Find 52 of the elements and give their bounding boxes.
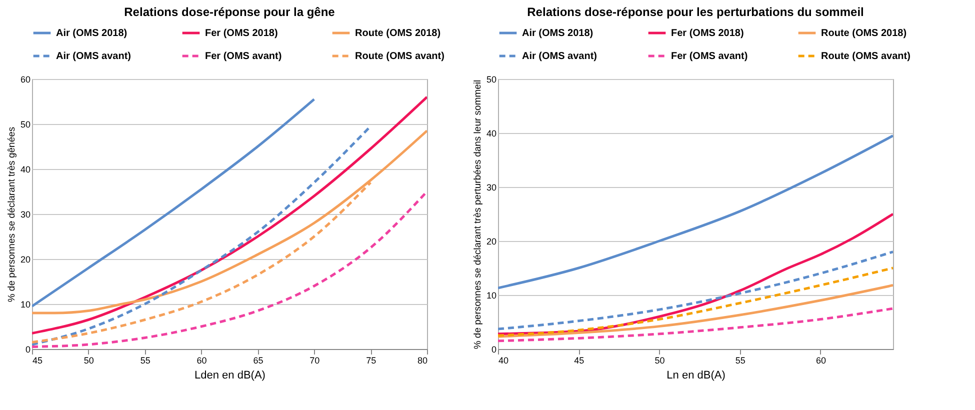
legend-label: Air (OMS 2018) bbox=[522, 28, 594, 39]
x-tick-label: 60 bbox=[816, 356, 826, 366]
chart-title: Relations dose-réponse pour les perturbations du sommeil bbox=[527, 5, 864, 19]
line-series bbox=[498, 284, 893, 338]
legend-label: Route (OMS avant) bbox=[355, 51, 444, 62]
chart-title: Relations dose-réponse pour la gêne bbox=[124, 5, 336, 19]
x-tick-label: 45 bbox=[574, 356, 584, 366]
line-series bbox=[32, 125, 372, 346]
y-tick-label: 0 bbox=[25, 344, 30, 354]
y-tick-label: 30 bbox=[486, 182, 496, 192]
legend-label: Fer (OMS avant) bbox=[671, 51, 748, 62]
y-tick-label: 30 bbox=[20, 210, 30, 220]
x-tick-label: 65 bbox=[253, 356, 264, 366]
x-tick-label: 40 bbox=[498, 356, 509, 366]
x-tick-label: 50 bbox=[84, 356, 94, 366]
x-tick-label: 80 bbox=[417, 356, 428, 366]
x-tick-label: 50 bbox=[654, 356, 665, 366]
line-series bbox=[32, 96, 427, 334]
y-tick-label: 60 bbox=[20, 74, 30, 84]
x-axis-title: Ln en dB(A) bbox=[666, 370, 726, 382]
x-tick-label: 75 bbox=[366, 356, 376, 366]
legend-label: Route (OMS 2018) bbox=[821, 28, 907, 39]
legend-label: Air (OMS 2018) bbox=[56, 28, 128, 39]
y-tick-label: 10 bbox=[486, 290, 496, 300]
y-tick-label: 40 bbox=[486, 128, 496, 138]
line-series bbox=[498, 250, 893, 330]
x-tick-label: 55 bbox=[140, 356, 150, 366]
legend-label: Fer (OMS avant) bbox=[205, 51, 282, 62]
y-tick-label: 10 bbox=[20, 300, 30, 310]
y-tick-label: 50 bbox=[486, 74, 496, 84]
y-axis-title: % de personnes se déclarant très perturbées dans leur sommeil bbox=[472, 80, 484, 350]
x-axis-title: Lden en dB(A) bbox=[194, 370, 266, 382]
y-tick-label: 20 bbox=[486, 236, 496, 246]
y-tick-label: 0 bbox=[491, 344, 496, 354]
legend-label: Fer (OMS 2018) bbox=[205, 28, 278, 39]
line-series bbox=[498, 307, 893, 342]
line-series bbox=[498, 134, 893, 290]
x-tick-label: 70 bbox=[310, 356, 320, 366]
x-tick-label: 45 bbox=[32, 356, 43, 366]
y-tick-label: 50 bbox=[20, 120, 30, 130]
x-tick-label: 55 bbox=[735, 356, 746, 366]
legend-label: Route (OMS 2018) bbox=[355, 28, 441, 39]
y-axis-title: % de personnes se déclarant très gênées bbox=[6, 126, 18, 302]
legend-label: Air (OMS avant) bbox=[56, 51, 132, 62]
line-series bbox=[498, 266, 893, 337]
legend-label: Air (OMS avant) bbox=[522, 51, 598, 62]
x-tick-label: 60 bbox=[196, 356, 207, 366]
line-series bbox=[32, 98, 316, 308]
y-tick-label: 40 bbox=[20, 164, 30, 174]
legend-label: Route (OMS avant) bbox=[821, 51, 910, 62]
y-tick-label: 20 bbox=[20, 254, 30, 264]
legend-label: Fer (OMS 2018) bbox=[671, 28, 744, 39]
